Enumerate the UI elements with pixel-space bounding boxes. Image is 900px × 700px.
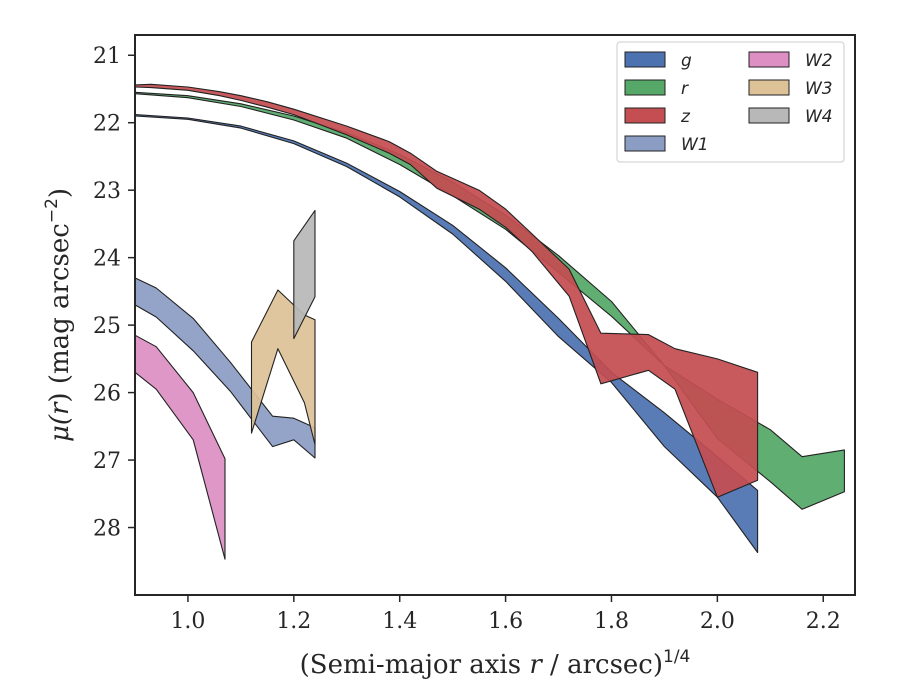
band-z: [134, 83, 759, 498]
legend-swatch-W4: [748, 107, 790, 124]
plot-frame: [134, 34, 856, 596]
band-W2: [134, 334, 226, 560]
y-tick-label: 23: [93, 179, 121, 204]
legend-swatch-W1: [624, 135, 666, 152]
legend-label-z: z: [680, 107, 691, 127]
x-tick-label: 1.0: [170, 609, 205, 634]
legend-frame: [616, 41, 845, 163]
y-tick-label: 26: [93, 382, 121, 407]
legend-swatch-W2: [748, 51, 790, 68]
x-tick-label: 2.0: [700, 609, 735, 634]
x-tick-label: 2.2: [806, 609, 841, 634]
band-W4: [293, 209, 316, 340]
legend-swatch-W3: [748, 79, 790, 96]
legend-label-g: g: [681, 51, 692, 71]
y-tick-label: 27: [93, 449, 121, 474]
legend-label-W3: W3: [805, 79, 833, 99]
y-tick-label: 25: [93, 314, 121, 339]
legend-label-r: r: [681, 79, 689, 99]
y-tick-label: 21: [93, 44, 121, 69]
band-W1: [134, 277, 316, 459]
y-tick-label: 22: [93, 112, 121, 137]
legend-label-W4: W4: [805, 107, 833, 127]
x-tick-label: 1.8: [594, 609, 629, 634]
y-tick-label: 28: [93, 517, 121, 542]
legend-swatch-z: [624, 107, 666, 124]
band-g: [134, 114, 759, 554]
y-axis-label: μ(r) (mag arcsec−2): [42, 188, 75, 442]
x-axis-label: (Semi-major axis r / arcsec)1/4: [300, 647, 691, 680]
chart-axes: 1.0 1.2 1.4 1.6 1.8 2.0 2.2 21 22 23 24 25 26 27 28: [93, 34, 856, 634]
chart-legend: grz W1 W2 W3 W4: [616, 41, 845, 163]
y-tick-label: 24: [93, 247, 121, 272]
x-tick-label: 1.2: [276, 609, 311, 634]
chart-bands: [134, 83, 845, 560]
x-tick-label: 1.4: [382, 609, 417, 634]
x-tick-label: 1.6: [488, 609, 523, 634]
legend-swatch-g: [624, 51, 666, 68]
legend-swatch-r: [624, 79, 666, 96]
legend-label-W1: W1: [681, 135, 709, 155]
legend-label-W2: W2: [805, 51, 833, 71]
